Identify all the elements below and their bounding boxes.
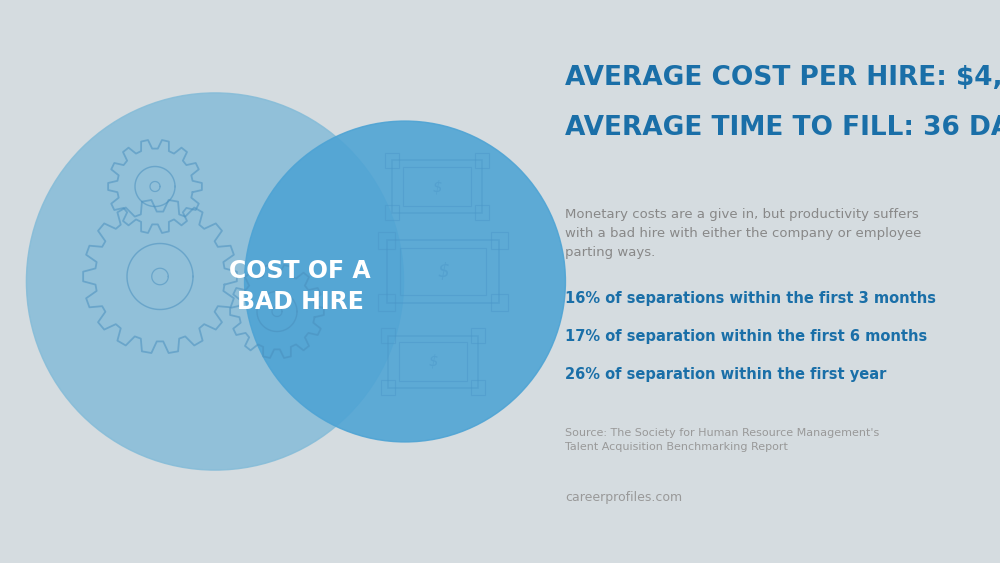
- Text: AVERAGE COST PER HIRE: $4,425: AVERAGE COST PER HIRE: $4,425: [565, 65, 1000, 91]
- Text: 16% of separations within the first 3 months: 16% of separations within the first 3 mo…: [565, 291, 936, 306]
- Circle shape: [245, 121, 565, 442]
- Text: $: $: [428, 354, 438, 369]
- Text: Source: The Society for Human Resource Management's
Talent Acquisition Benchmark: Source: The Society for Human Resource M…: [565, 428, 879, 452]
- Text: Monetary costs are a give in, but productivity suffers
with a bad hire with eith: Monetary costs are a give in, but produc…: [565, 208, 921, 259]
- Text: $: $: [432, 179, 442, 194]
- Text: 26% of separation within the first year: 26% of separation within the first year: [565, 367, 886, 382]
- Text: AVERAGE TIME TO FILL: 36 DAYS: AVERAGE TIME TO FILL: 36 DAYS: [565, 115, 1000, 141]
- Text: 17% of separation within the first 6 months: 17% of separation within the first 6 mon…: [565, 328, 927, 343]
- Text: careerprofiles.com: careerprofiles.com: [565, 491, 682, 504]
- Circle shape: [26, 93, 404, 470]
- Text: COST OF A
BAD HIRE: COST OF A BAD HIRE: [229, 259, 371, 314]
- Text: $: $: [437, 262, 449, 281]
